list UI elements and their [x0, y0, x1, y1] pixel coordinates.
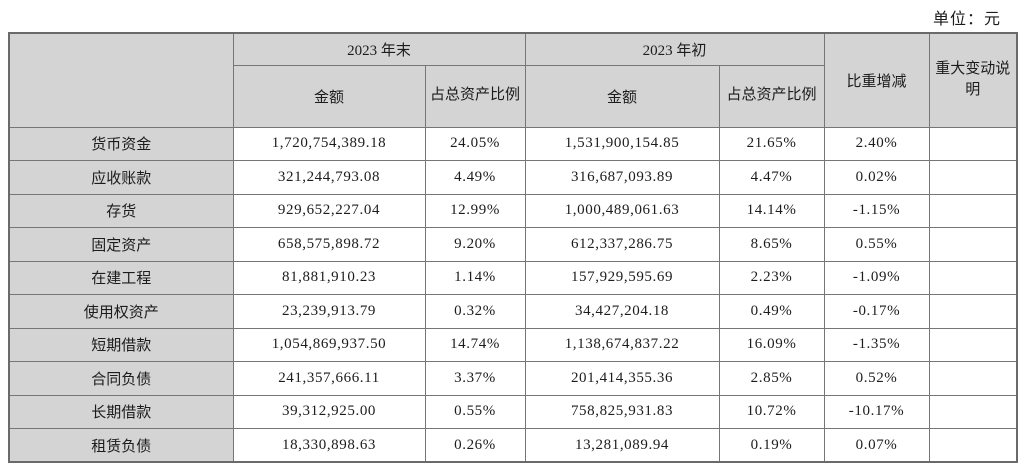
pct-end-cell: 0.55%	[424, 394, 526, 429]
row-label: 长期借款	[8, 394, 234, 429]
amount-begin-cell: 34,427,204.18	[524, 294, 720, 329]
note-cell	[928, 327, 1018, 362]
period-end-header: 2023 年末	[232, 32, 526, 66]
amount-begin-cell: 1,138,674,837.22	[524, 327, 720, 362]
note-header: 重大变动说明	[928, 32, 1018, 128]
row-label: 租赁负债	[8, 428, 234, 463]
change-cell: -1.15%	[823, 193, 930, 228]
row-label: 短期借款	[8, 327, 234, 362]
table-row: 存货 929,652,227.04 12.99% 1,000,489,061.6…	[8, 193, 1018, 228]
table-row: 短期借款 1,054,869,937.50 14.74% 1,138,674,8…	[8, 327, 1018, 362]
header-row-measures: 金额 占总资产比例 金额 占总资产比例	[9, 64, 1017, 128]
amount-begin-cell: 612,337,286.75	[524, 227, 720, 262]
amount-end-cell: 1,720,754,389.18	[232, 126, 426, 161]
amount-end-header: 金额	[232, 64, 426, 128]
pct-end-cell: 1.14%	[424, 260, 526, 295]
pct-begin-cell: 4.47%	[718, 160, 825, 195]
note-cell	[928, 126, 1018, 161]
change-cell: -1.09%	[823, 260, 930, 295]
amount-begin-cell: 157,929,595.69	[524, 260, 720, 295]
note-cell	[928, 394, 1018, 429]
table-row: 租赁负债 18,330,898.63 0.26% 13,281,089.94 0…	[8, 428, 1018, 463]
change-cell: 0.02%	[823, 160, 930, 195]
row-label: 使用权资产	[8, 294, 234, 329]
pct-end-cell: 0.32%	[424, 294, 526, 329]
amount-end-cell: 1,054,869,937.50	[232, 327, 426, 362]
pct-end-cell: 14.74%	[424, 327, 526, 362]
period-begin-header: 2023 年初	[524, 32, 825, 66]
amount-begin-cell: 1,000,489,061.63	[524, 193, 720, 228]
note-cell	[928, 227, 1018, 262]
table-row: 长期借款 39,312,925.00 0.55% 758,825,931.83 …	[8, 394, 1018, 429]
amount-end-cell: 23,239,913.79	[232, 294, 426, 329]
table-row: 货币资金 1,720,754,389.18 24.05% 1,531,900,1…	[8, 126, 1018, 161]
asset-composition-table: 2023 年末 2023 年初 比重增减 重大变动说明 金额 占总资产比例 金额…	[8, 32, 1019, 463]
amount-begin-header: 金额	[524, 64, 720, 128]
table-row: 固定资产 658,575,898.72 9.20% 612,337,286.75…	[8, 227, 1018, 262]
pct-begin-cell: 8.65%	[718, 227, 825, 262]
change-header: 比重增减	[823, 32, 930, 128]
table-row: 使用权资产 23,239,913.79 0.32% 34,427,204.18 …	[8, 294, 1018, 329]
amount-begin-cell: 13,281,089.94	[524, 428, 720, 463]
change-cell: 0.07%	[823, 428, 930, 463]
pct-begin-cell: 21.65%	[718, 126, 825, 161]
row-label: 货币资金	[8, 126, 234, 161]
row-label: 存货	[8, 193, 234, 228]
header-row-periods: 2023 年末 2023 年初 比重增减 重大变动说明	[8, 32, 1018, 128]
table-row: 在建工程 81,881,910.23 1.14% 157,929,595.69 …	[8, 260, 1018, 295]
table-row: 合同负债 241,357,666.11 3.37% 201,414,355.36…	[8, 361, 1018, 396]
amount-end-cell: 39,312,925.00	[232, 394, 426, 429]
pct-end-cell: 12.99%	[424, 193, 526, 228]
pct-end-cell: 9.20%	[424, 227, 526, 262]
pct-end-cell: 3.37%	[424, 361, 526, 396]
change-cell: 2.40%	[823, 126, 930, 161]
pct-end-cell: 0.26%	[424, 428, 526, 463]
amount-end-cell: 18,330,898.63	[232, 428, 426, 463]
pct-end-cell: 24.05%	[424, 126, 526, 161]
table-row: 应收账款 321,244,793.08 4.49% 316,687,093.89…	[8, 160, 1018, 195]
pct-begin-header: 占总资产比例	[718, 64, 825, 128]
amount-begin-cell: 758,825,931.83	[524, 394, 720, 429]
amount-begin-cell: 1,531,900,154.85	[524, 126, 720, 161]
note-cell	[928, 260, 1018, 295]
row-label: 在建工程	[8, 260, 234, 295]
pct-begin-cell: 2.23%	[718, 260, 825, 295]
pct-begin-cell: 0.19%	[718, 428, 825, 463]
corner-blank-cell	[8, 32, 234, 128]
pct-begin-cell: 0.49%	[718, 294, 825, 329]
pct-begin-cell: 10.72%	[718, 394, 825, 429]
row-label: 固定资产	[8, 227, 234, 262]
pct-begin-cell: 16.09%	[718, 327, 825, 362]
change-cell: -0.17%	[823, 294, 930, 329]
amount-begin-cell: 316,687,093.89	[524, 160, 720, 195]
amount-end-cell: 81,881,910.23	[232, 260, 426, 295]
amount-end-cell: 658,575,898.72	[232, 227, 426, 262]
unit-label: 单位：元	[932, 11, 1001, 28]
note-cell	[928, 193, 1018, 228]
pct-begin-cell: 14.14%	[718, 193, 825, 228]
note-cell	[928, 294, 1018, 329]
change-cell: -1.35%	[823, 327, 930, 362]
amount-end-cell: 241,357,666.11	[232, 361, 426, 396]
pct-begin-cell: 2.85%	[718, 361, 825, 396]
change-cell: -10.17%	[823, 394, 930, 429]
pct-end-header: 占总资产比例	[424, 64, 526, 128]
change-cell: 0.52%	[823, 361, 930, 396]
amount-end-cell: 929,652,227.04	[232, 193, 426, 228]
pct-end-cell: 4.49%	[424, 160, 526, 195]
row-label: 应收账款	[8, 160, 234, 195]
change-cell: 0.55%	[823, 227, 930, 262]
amount-end-cell: 321,244,793.08	[232, 160, 426, 195]
note-cell	[928, 361, 1018, 396]
row-label: 合同负债	[8, 361, 234, 396]
note-cell	[928, 428, 1018, 463]
note-cell	[928, 160, 1018, 195]
amount-begin-cell: 201,414,355.36	[524, 361, 720, 396]
